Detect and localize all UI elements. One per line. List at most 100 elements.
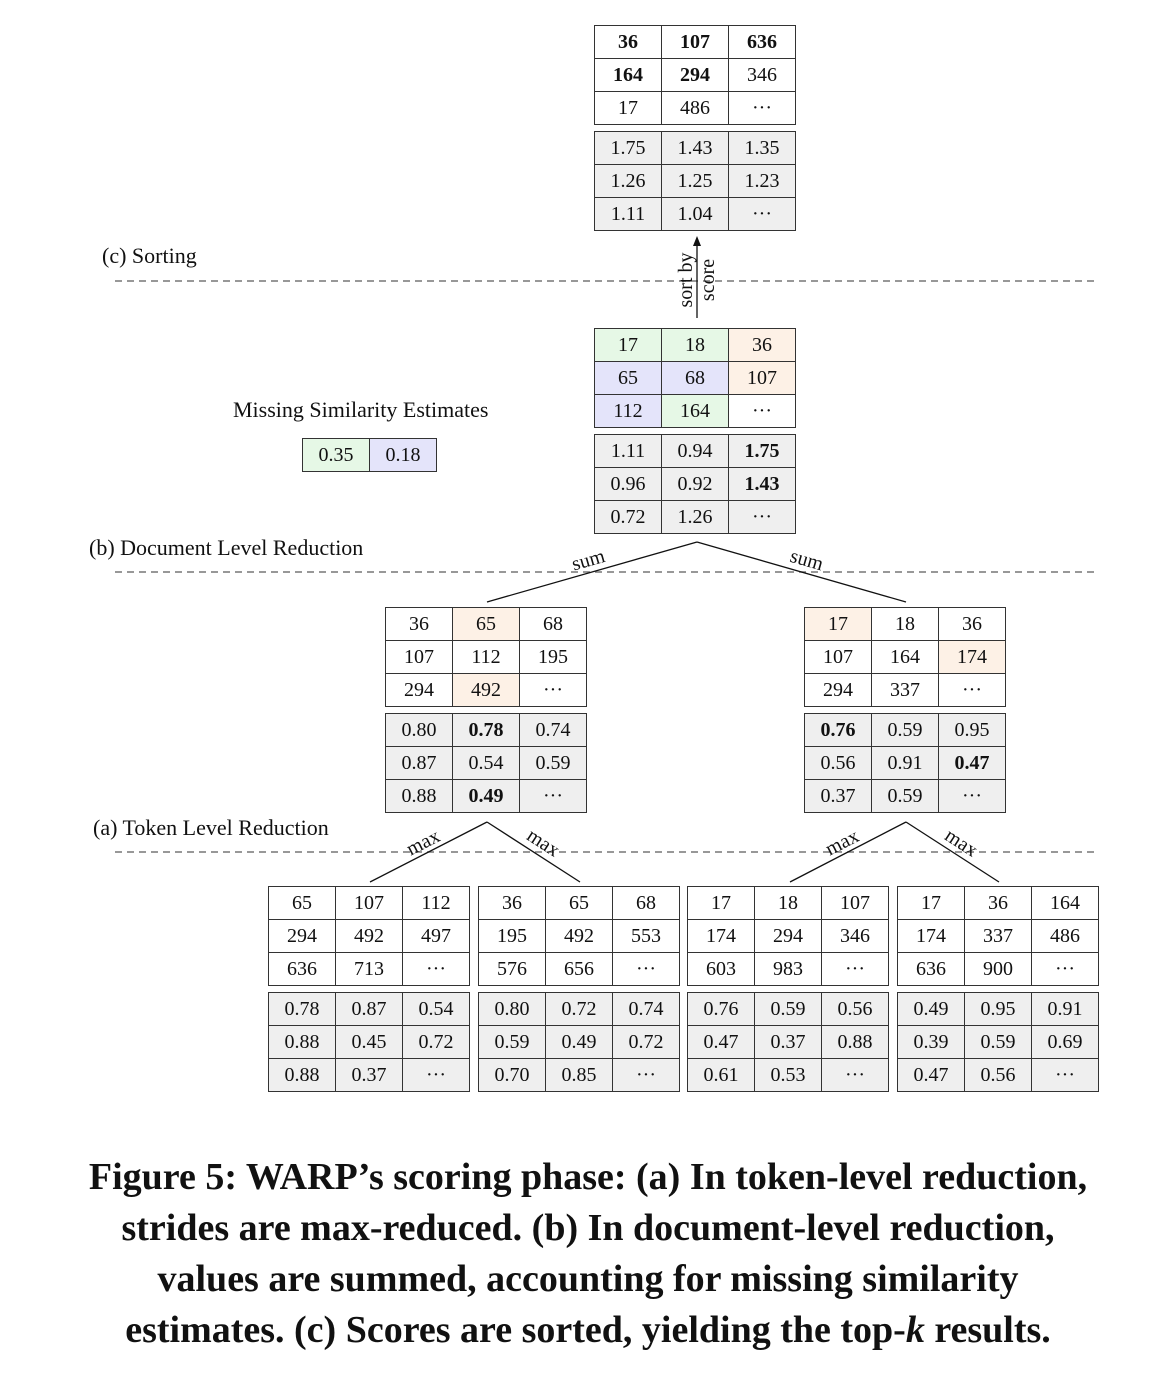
doc-id-cell: 294: [804, 673, 872, 707]
score-cell: ···: [728, 197, 796, 231]
doc-id-cell: 65: [268, 886, 336, 920]
max-label-1: max: [403, 825, 444, 860]
doc-id-cell: ···: [612, 952, 680, 986]
doc-id-cell: 107: [804, 640, 872, 674]
token-level-scores-table: 0.80 0.78 0.74 0.87 0.54 0.59 0.88 0.49 ···: [385, 713, 587, 813]
score-cell: 0.72: [545, 992, 613, 1026]
doc-id-cell: 294: [268, 919, 336, 953]
doc-id-cell: ···: [728, 394, 796, 428]
max-label-2: max: [523, 824, 564, 861]
doc-id-cell: 107: [385, 640, 453, 674]
sum-edge-right: [696, 541, 907, 603]
doc-id-cell: 107: [661, 25, 729, 59]
stride-ids-table: 36 65 68 195 492 553 576 656 ···: [478, 886, 680, 986]
doc-id-cell: 65: [594, 361, 662, 395]
score-cell: 0.56: [804, 746, 872, 780]
score-cell: 0.69: [1031, 1025, 1099, 1059]
sorted-scores-table: 1.75 1.43 1.35 1.26 1.25 1.23 1.11 1.04 ···: [594, 131, 796, 231]
score-cell: 0.91: [1031, 992, 1099, 1026]
stage-label-sorting: (c) Sorting: [102, 243, 197, 268]
score-cell: 0.88: [268, 1058, 336, 1092]
max-edge-3: [789, 821, 907, 883]
sorted-ids-table: 36 107 636 164 294 346 17 486 ···: [594, 25, 796, 125]
score-cell: 0.70: [478, 1058, 546, 1092]
score-cell: 0.37: [804, 779, 872, 813]
doc-id-cell: 337: [964, 919, 1032, 953]
score-cell: 0.56: [821, 992, 889, 1026]
max-edge-1: [369, 821, 488, 883]
doc-id-cell: 164: [871, 640, 939, 674]
score-cell: 0.45: [335, 1025, 403, 1059]
score-cell: ···: [821, 1058, 889, 1092]
caption-line: estimates. (c) Scores are sorted, yieldi…: [125, 1309, 1051, 1351]
doc-id-cell: 17: [897, 886, 965, 920]
score-cell: 1.11: [594, 197, 662, 231]
token-level-scores-table: 0.76 0.59 0.95 0.56 0.91 0.47 0.37 0.59 ···: [804, 713, 1006, 813]
sum-edge-left: [486, 541, 698, 603]
doc-id-cell: 112: [402, 886, 470, 920]
doc-id-cell: ···: [519, 673, 587, 707]
score-cell: 0.92: [661, 467, 729, 501]
doc-id-cell: 294: [661, 58, 729, 92]
score-cell: 0.88: [821, 1025, 889, 1059]
doc-id-cell: 636: [268, 952, 336, 986]
doc-level-scores-table: 1.11 0.94 1.75 0.96 0.92 1.43 0.72 1.26 ···: [594, 434, 796, 534]
score-cell: 0.53: [754, 1058, 822, 1092]
score-cell: 0.72: [402, 1025, 470, 1059]
doc-id-cell: 65: [545, 886, 613, 920]
score-cell: 0.95: [964, 992, 1032, 1026]
doc-id-cell: 486: [1031, 919, 1099, 953]
score-cell: 0.95: [938, 713, 1006, 747]
doc-id-cell: 68: [612, 886, 680, 920]
doc-id-cell: 36: [938, 607, 1006, 641]
doc-id-cell: 294: [754, 919, 822, 953]
stride-ids-table: 17 18 107 174 294 346 603 983 ···: [687, 886, 889, 986]
score-cell: ···: [938, 779, 1006, 813]
score-cell: 0.74: [612, 992, 680, 1026]
missing-estimate-cell: 0.18: [369, 438, 437, 472]
doc-id-cell: 174: [938, 640, 1006, 674]
doc-id-cell: ···: [728, 91, 796, 125]
score-cell: 0.47: [938, 746, 1006, 780]
score-cell: 0.37: [335, 1058, 403, 1092]
sort-arrow-head: [693, 236, 701, 246]
doc-id-cell: 68: [519, 607, 587, 641]
score-cell: 0.74: [519, 713, 587, 747]
score-cell: 0.91: [871, 746, 939, 780]
missing-estimates-table: 0.35 0.18: [302, 438, 437, 472]
figure-caption: Figure 5: WARP’s scoring phase: (a) In t…: [0, 1152, 1176, 1356]
doc-id-cell: 36: [385, 607, 453, 641]
score-cell: 0.49: [545, 1025, 613, 1059]
score-cell: 1.75: [594, 131, 662, 165]
doc-id-cell: 174: [687, 919, 755, 953]
score-cell: ···: [728, 500, 796, 534]
score-cell: 0.47: [687, 1025, 755, 1059]
stride-scores-table: 0.80 0.72 0.74 0.59 0.49 0.72 0.70 0.85 ···: [478, 992, 680, 1092]
doc-id-cell: 576: [478, 952, 546, 986]
max-edge-2: [486, 821, 581, 883]
doc-id-cell: 65: [452, 607, 520, 641]
score-cell: 0.59: [871, 713, 939, 747]
doc-id-cell: 346: [728, 58, 796, 92]
doc-id-cell: 36: [478, 886, 546, 920]
doc-id-cell: 195: [519, 640, 587, 674]
doc-id-cell: 492: [545, 919, 613, 953]
stage-label-document: (b) Document Level Reduction: [89, 535, 364, 560]
score-cell: ···: [612, 1058, 680, 1092]
score-cell: 0.49: [452, 779, 520, 813]
score-cell: 0.59: [519, 746, 587, 780]
doc-id-cell: 112: [452, 640, 520, 674]
doc-id-cell: 337: [871, 673, 939, 707]
doc-id-cell: ···: [1031, 952, 1099, 986]
score-cell: 0.94: [661, 434, 729, 468]
doc-id-cell: 603: [687, 952, 755, 986]
doc-id-cell: 17: [594, 328, 662, 362]
doc-id-cell: 107: [821, 886, 889, 920]
stride-ids-table: 65 107 112 294 492 497 636 713 ···: [268, 886, 470, 986]
score-cell: 0.96: [594, 467, 662, 501]
doc-id-cell: 900: [964, 952, 1032, 986]
score-cell: 0.59: [964, 1025, 1032, 1059]
score-cell: 1.25: [661, 164, 729, 198]
token-level-ids-table: 36 65 68 107 112 195 294 492 ···: [385, 607, 587, 707]
score-cell: 1.26: [594, 164, 662, 198]
